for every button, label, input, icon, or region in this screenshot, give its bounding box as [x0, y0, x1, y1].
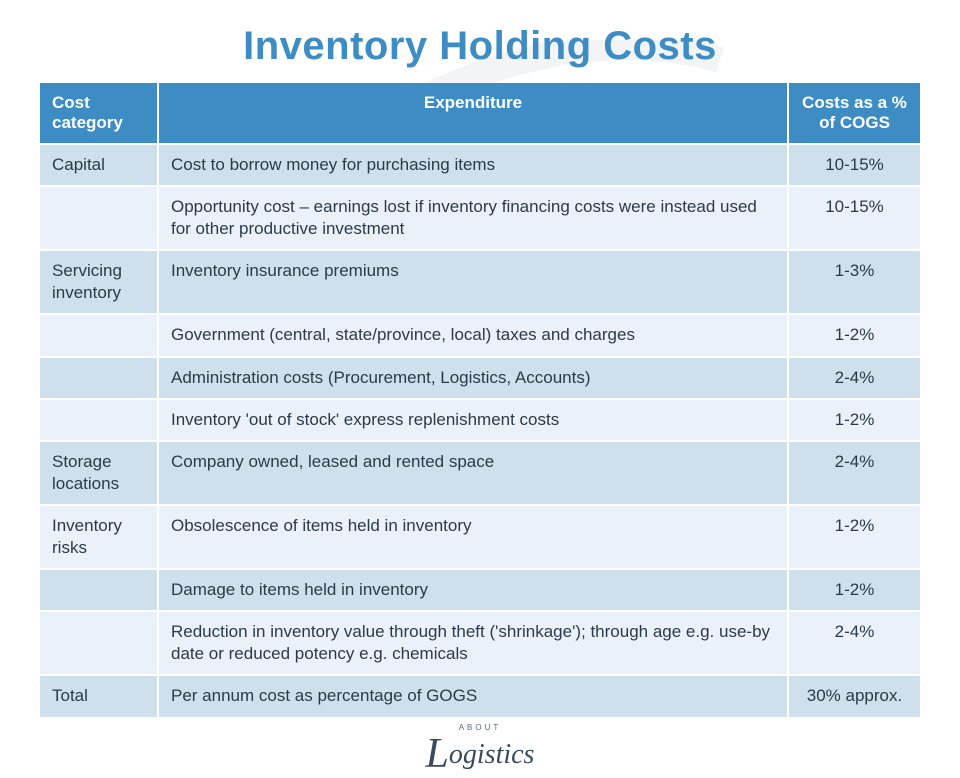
table-row: Damage to items held in inventory1-2%	[40, 569, 920, 611]
cell-cost: 2-4%	[788, 611, 920, 675]
cell-cost: 1-2%	[788, 314, 920, 356]
cell-category	[40, 186, 158, 250]
cell-expenditure: Damage to items held in inventory	[158, 569, 788, 611]
cell-category: Capital	[40, 144, 158, 186]
cell-expenditure: Reduction in inventory value through the…	[158, 611, 788, 675]
cell-cost: 10-15%	[788, 144, 920, 186]
cell-expenditure: Government (central, state/province, loc…	[158, 314, 788, 356]
table-row: Servicing inventoryInventory insurance p…	[40, 250, 920, 314]
cell-expenditure: Inventory 'out of stock' express repleni…	[158, 399, 788, 441]
table-row: Inventory 'out of stock' express repleni…	[40, 399, 920, 441]
cell-category: Total	[40, 675, 158, 716]
table-row: Administration costs (Procurement, Logis…	[40, 357, 920, 399]
col-header-cost: Costs as a % of COGS	[788, 83, 920, 144]
cell-cost: 10-15%	[788, 186, 920, 250]
cell-expenditure: Company owned, leased and rented space	[158, 441, 788, 505]
cell-category: Servicing inventory	[40, 250, 158, 314]
cell-expenditure: Per annum cost as percentage of GOGS	[158, 675, 788, 716]
page-title: Inventory Holding Costs	[40, 24, 920, 69]
cell-cost: 1-2%	[788, 569, 920, 611]
col-header-category: Cost category	[40, 83, 158, 144]
cell-category	[40, 611, 158, 675]
table-header-row: Cost category Expenditure Costs as a % o…	[40, 83, 920, 144]
cell-expenditure: Opportunity cost – earnings lost if inve…	[158, 186, 788, 250]
cell-cost: 30% approx.	[788, 675, 920, 716]
cell-expenditure: Inventory insurance premiums	[158, 250, 788, 314]
footer-logo: ABOUT Logistics	[40, 723, 920, 774]
table-row: CapitalCost to borrow money for purchasi…	[40, 144, 920, 186]
table-row: TotalPer annum cost as percentage of GOG…	[40, 675, 920, 716]
cell-category: Storage locations	[40, 441, 158, 505]
cell-cost: 1-3%	[788, 250, 920, 314]
cell-category	[40, 357, 158, 399]
cell-cost: 1-2%	[788, 399, 920, 441]
cell-category: Inventory risks	[40, 505, 158, 569]
cell-cost: 1-2%	[788, 505, 920, 569]
table-row: Reduction in inventory value through the…	[40, 611, 920, 675]
cell-expenditure: Obsolescence of items held in inventory	[158, 505, 788, 569]
table-row: Opportunity cost – earnings lost if inve…	[40, 186, 920, 250]
footer-initial: L	[426, 730, 449, 778]
col-header-expenditure: Expenditure	[158, 83, 788, 144]
cell-cost: 2-4%	[788, 357, 920, 399]
cell-category	[40, 569, 158, 611]
cell-cost: 2-4%	[788, 441, 920, 505]
footer-word: ogistics	[449, 739, 535, 770]
table-row: Government (central, state/province, loc…	[40, 314, 920, 356]
cell-category	[40, 399, 158, 441]
table-row: Inventory risksObsolescence of items hel…	[40, 505, 920, 569]
table-row: Storage locationsCompany owned, leased a…	[40, 441, 920, 505]
footer-about: ABOUT	[40, 723, 920, 732]
costs-table: Cost category Expenditure Costs as a % o…	[40, 83, 920, 717]
cell-expenditure: Administration costs (Procurement, Logis…	[158, 357, 788, 399]
cell-expenditure: Cost to borrow money for purchasing item…	[158, 144, 788, 186]
cell-category	[40, 314, 158, 356]
